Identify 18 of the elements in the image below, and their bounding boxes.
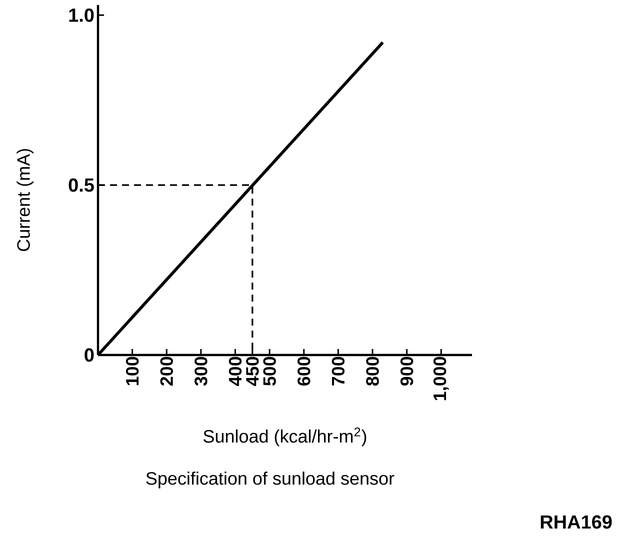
x-tick-label: 450 xyxy=(246,356,259,386)
y-tick-label: 0.5 xyxy=(68,178,94,192)
x-tick-label: 400 xyxy=(228,356,242,386)
x-tick-label: 900 xyxy=(400,356,414,386)
x-tick-label: 800 xyxy=(366,356,379,386)
y-axis-title: Current (mA) xyxy=(16,149,34,252)
x-axis-title: Sunload (kcal/hr-m$^{2}$) xyxy=(204,428,366,446)
y-tick-label: 0 xyxy=(84,348,94,362)
x-tick-label: 300 xyxy=(194,356,208,386)
x-tick-label: 500 xyxy=(263,356,276,386)
x-tick-label: 600 xyxy=(298,356,310,386)
y-tick-label: 1.0 xyxy=(69,8,94,22)
text: Specification of sunload sensor xyxy=(146,472,394,488)
x-tick-label: 200 xyxy=(160,356,173,386)
text: RHA169 xyxy=(540,515,612,529)
x-tick-label: 1,000 xyxy=(433,356,449,400)
x-tick-label: 700 xyxy=(332,356,345,386)
x-tick-label: 100 xyxy=(126,356,139,386)
